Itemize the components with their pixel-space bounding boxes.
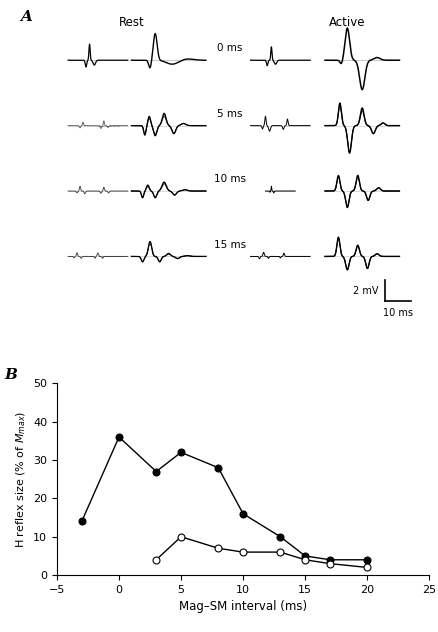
Text: 10 ms: 10 ms	[214, 174, 246, 184]
X-axis label: Mag–SM interval (ms): Mag–SM interval (ms)	[179, 600, 307, 614]
Text: 10 ms: 10 ms	[383, 308, 413, 319]
Text: 0 ms: 0 ms	[217, 44, 243, 53]
Text: Rest: Rest	[119, 16, 144, 28]
Text: 2 mV: 2 mV	[353, 286, 379, 296]
Text: B: B	[5, 368, 18, 382]
Text: A: A	[20, 9, 32, 23]
Y-axis label: H reflex size (% of $M_{max}$): H reflex size (% of $M_{max}$)	[14, 411, 28, 548]
Text: Active: Active	[329, 16, 366, 28]
Text: 15 ms: 15 ms	[214, 240, 246, 250]
Text: 5 ms: 5 ms	[217, 109, 243, 119]
